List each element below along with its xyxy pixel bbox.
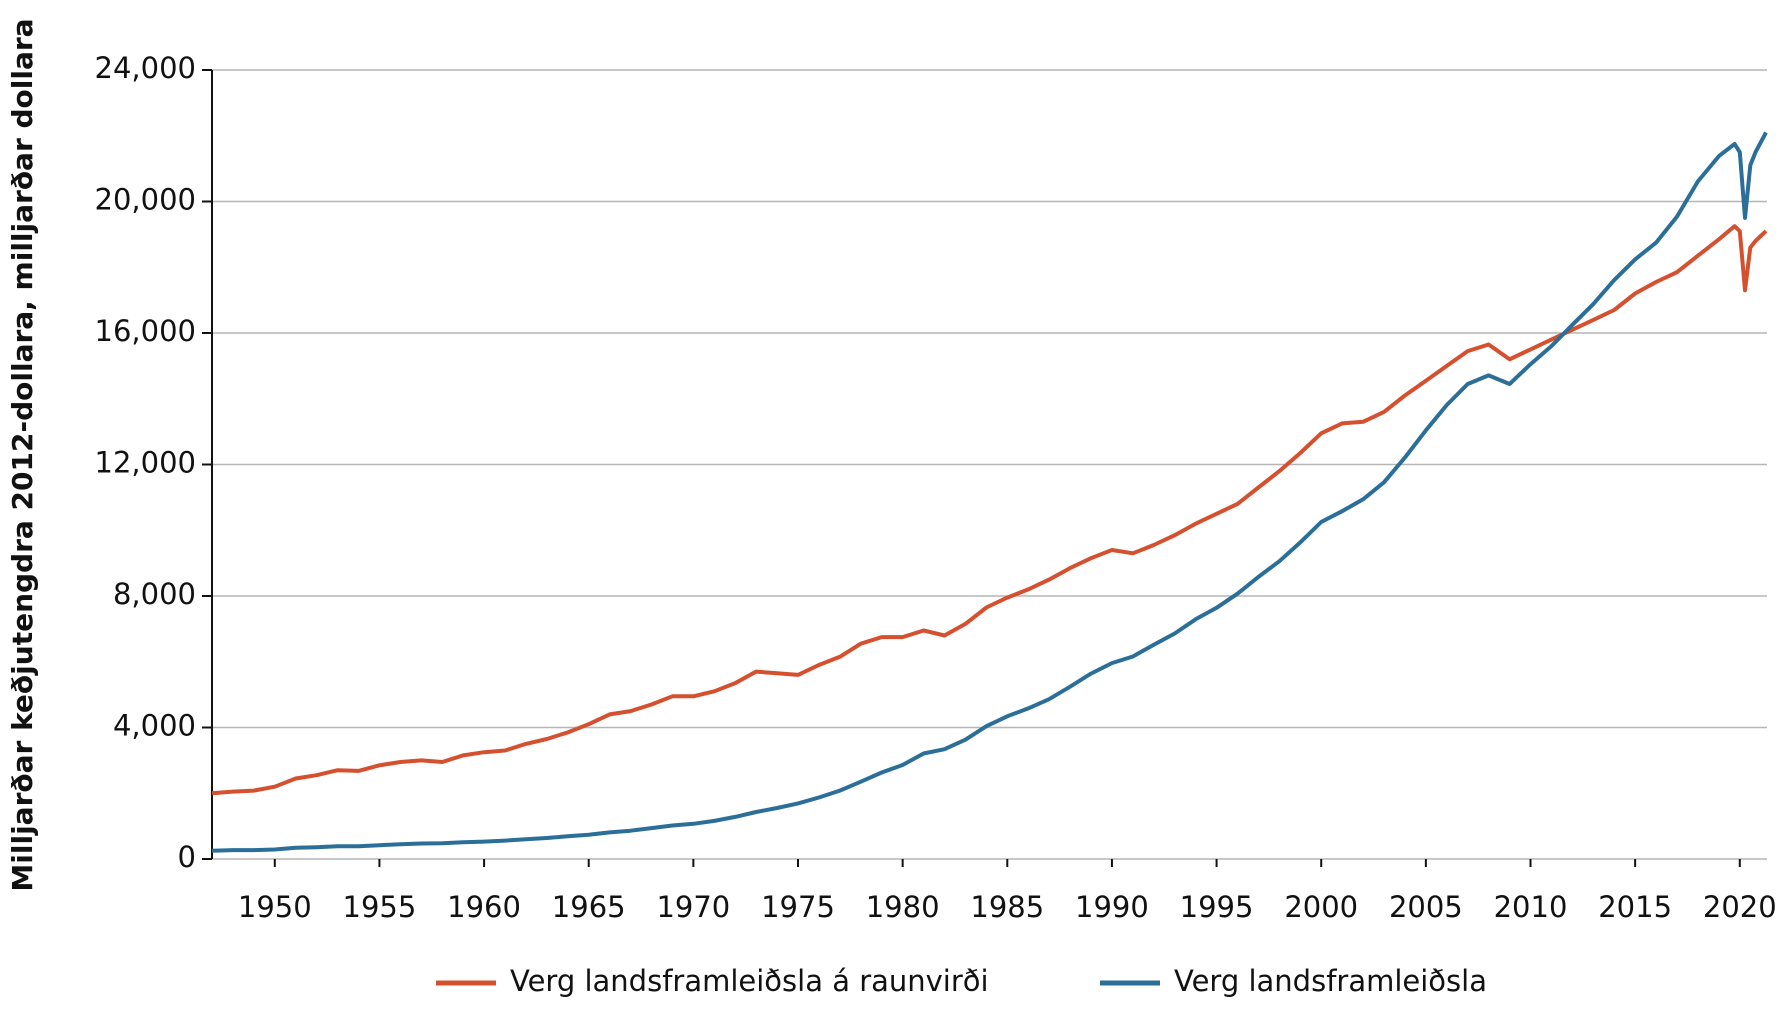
legend-label: Verg landsframleiðsla	[1174, 964, 1487, 998]
y-tick-label: 0	[178, 840, 196, 874]
x-tick-label: 1955	[343, 890, 417, 924]
legend-label: Verg landsframleiðsla á raunvirði	[510, 964, 989, 998]
y-axis-title: Milljarðar keðjutengdra 2012-dollara, mi…	[6, 18, 39, 891]
y-tick-label: 20,000	[95, 183, 196, 217]
x-tick-label: 2010	[1494, 890, 1568, 924]
y-tick-label: 4,000	[113, 709, 196, 743]
x-tick-label: 1960	[447, 890, 521, 924]
y-tick-label: 24,000	[95, 51, 196, 85]
x-tick-label: 1990	[1075, 890, 1149, 924]
y-tick-label: 16,000	[95, 314, 196, 348]
x-tick-label: 1970	[656, 890, 730, 924]
x-tick-label: 1975	[761, 890, 835, 924]
y-tick-label: 12,000	[95, 446, 196, 480]
x-tick-label: 1995	[1180, 890, 1254, 924]
x-tick-label: 2015	[1598, 890, 1672, 924]
x-tick-label: 1950	[238, 890, 312, 924]
x-tick-label: 1980	[866, 890, 940, 924]
x-tick-label: 1965	[552, 890, 626, 924]
line-series	[211, 131, 1768, 853]
x-tick-label: 1985	[970, 890, 1044, 924]
x-tick-label: 2020	[1703, 890, 1777, 924]
y-tick-label: 8,000	[113, 577, 196, 611]
x-tick-label: 2005	[1389, 890, 1463, 924]
x-tick-label: 2000	[1284, 890, 1358, 924]
line-series	[211, 224, 1768, 796]
